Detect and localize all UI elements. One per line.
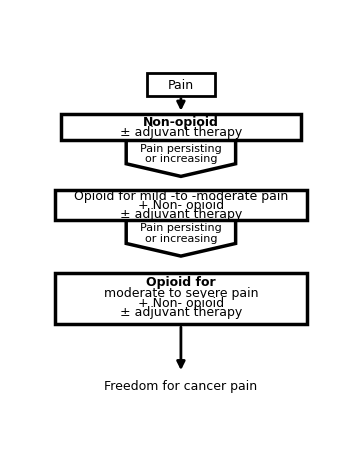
Text: + Non- opioid: + Non- opioid (138, 199, 224, 212)
Bar (55, 273, 307, 325)
Text: Pain persisting: Pain persisting (140, 223, 222, 233)
Text: ± adjuvant therapy: ± adjuvant therapy (120, 208, 242, 221)
Text: + Non- opioid: + Non- opioid (138, 297, 224, 310)
Bar (61, 114, 301, 141)
Text: Freedom for cancer pain: Freedom for cancer pain (104, 379, 257, 392)
Text: or increasing: or increasing (145, 154, 217, 164)
Polygon shape (126, 141, 236, 177)
Text: ± adjuvant therapy: ± adjuvant therapy (120, 306, 242, 319)
Text: Opioid for: Opioid for (146, 275, 216, 288)
Text: Pain: Pain (168, 78, 194, 92)
Polygon shape (126, 220, 236, 257)
Text: ± adjuvant therapy: ± adjuvant therapy (120, 126, 242, 139)
Text: Pain persisting: Pain persisting (140, 143, 222, 153)
Text: moderate to severe pain: moderate to severe pain (104, 286, 258, 299)
Text: Non-opioid: Non-opioid (143, 116, 219, 129)
Bar (147, 73, 215, 96)
Text: or increasing: or increasing (145, 234, 217, 243)
Bar (55, 190, 307, 220)
Text: Opioid for mild -to -moderate pain: Opioid for mild -to -moderate pain (74, 190, 288, 202)
